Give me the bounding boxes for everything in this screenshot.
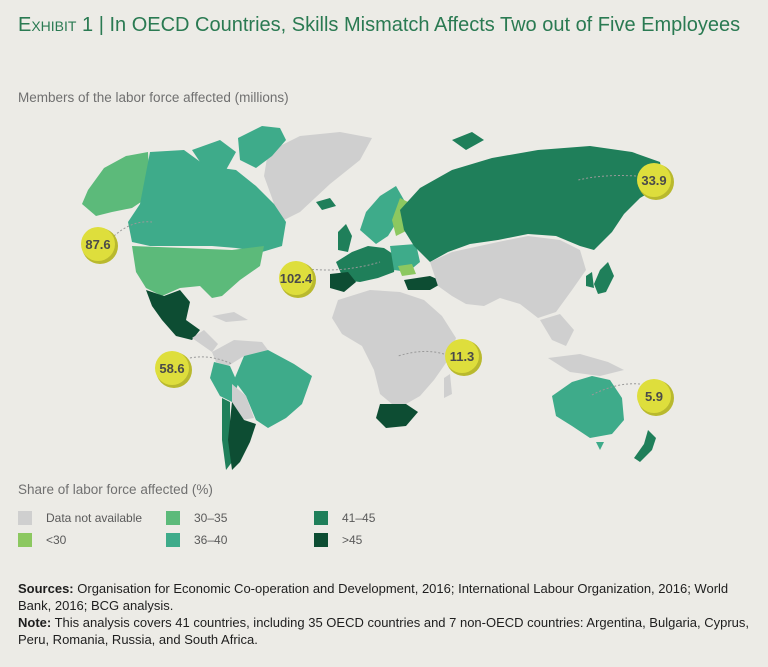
- callout-north-america: 87.6: [81, 227, 118, 264]
- callout-latin-america: 58.6: [155, 351, 192, 388]
- region-usa: [132, 246, 264, 298]
- legend-label-41-45: 41–45: [342, 511, 376, 525]
- callout-value-north-america: 87.6: [85, 237, 110, 252]
- legend-title: Share of labor force affected (%): [18, 482, 213, 497]
- region-madagascar: [444, 374, 452, 398]
- region-argentina: [228, 402, 256, 470]
- legend-item-30-35: 30–35: [166, 511, 227, 525]
- world-map: 87.6 102.4 33.9 58.6 11.3 5.9: [81, 126, 674, 470]
- region-canada: [128, 150, 286, 252]
- legend-item-41-45: 41–45: [314, 511, 375, 525]
- legend-swatch-over-45: [314, 533, 328, 547]
- sources-label: Sources:: [18, 581, 74, 596]
- region-romania: [398, 264, 416, 276]
- callout-line-latin-america: [189, 356, 233, 365]
- callout-russia: 33.9: [637, 163, 674, 200]
- legend-swatch-41-45: [314, 511, 328, 525]
- region-alaska: [82, 152, 150, 216]
- source-notes: Sources: Organisation for Economic Co-op…: [18, 580, 753, 648]
- region-scandinavia: [360, 186, 404, 244]
- map-subtitle: Members of the labor force affected (mil…: [18, 90, 289, 105]
- legend-label-under-30: <30: [46, 533, 67, 547]
- region-greenland: [264, 132, 372, 222]
- region-south-africa: [376, 404, 418, 428]
- region-peru: [210, 362, 238, 402]
- legend-swatch-30-35: [166, 511, 180, 525]
- region-baffin: [192, 140, 236, 170]
- region-central-america: [192, 330, 218, 352]
- region-new-zealand: [634, 430, 656, 462]
- callout-value-south-africa: 11.3: [450, 349, 475, 364]
- legend: Data not available <30 30–35 36–40 41–45…: [18, 511, 758, 551]
- region-southeast-asia: [540, 314, 574, 346]
- legend-swatch-under-30: [18, 533, 32, 547]
- callout-oceania: 5.9: [637, 379, 674, 416]
- region-tasmania: [596, 442, 604, 450]
- legend-label-over-45: >45: [342, 533, 363, 547]
- exhibit-label: Exhibit 1: [18, 14, 94, 36]
- region-korea: [586, 272, 594, 288]
- note-line: Note: This analysis covers 41 countries,…: [18, 614, 753, 648]
- region-africa: [332, 290, 456, 404]
- region-iberia: [330, 272, 356, 292]
- note-text: This analysis covers 41 countries, inclu…: [18, 615, 750, 647]
- callout-line-north-america: [113, 221, 153, 237]
- legend-label-30-35: 30–35: [194, 511, 228, 525]
- region-mexico: [146, 290, 200, 340]
- region-caribbean: [212, 312, 248, 322]
- legend-label-no-data: Data not available: [46, 511, 143, 525]
- chart-title: Exhibit 1 | In OECD Countries, Skills Mi…: [18, 12, 748, 38]
- callout-value-latin-america: 58.6: [159, 361, 184, 376]
- legend-item-36-40: 36–40: [166, 533, 227, 547]
- legend-label-36-40: 36–40: [194, 533, 228, 547]
- callout-value-europe: 102.4: [280, 271, 313, 286]
- region-turkey: [404, 276, 444, 290]
- title-text: In OECD Countries, Skills Mismatch Affec…: [109, 14, 741, 36]
- legend-swatch-no-data: [18, 511, 32, 525]
- note-label: Note:: [18, 615, 52, 630]
- sources-line: Sources: Organisation for Economic Co-op…: [18, 580, 753, 614]
- callout-line-south-africa: [397, 350, 445, 357]
- region-iceland: [316, 198, 336, 210]
- legend-swatch-36-40: [166, 533, 180, 547]
- title-separator: |: [98, 14, 104, 36]
- region-south-america-north: [212, 340, 268, 366]
- callout-value-oceania: 5.9: [645, 389, 663, 404]
- region-indonesia: [548, 354, 624, 376]
- region-uk: [338, 224, 352, 252]
- region-russia: [400, 146, 664, 262]
- callout-value-russia: 33.9: [641, 173, 666, 188]
- region-brazil: [234, 350, 312, 428]
- sources-text: Organisation for Economic Co-operation a…: [18, 581, 729, 613]
- region-central-asia: [430, 236, 586, 318]
- callout-south-africa: 11.3: [445, 339, 482, 376]
- legend-item-over-45: >45: [314, 533, 362, 547]
- callout-europe: 102.4: [279, 261, 316, 298]
- region-japan: [594, 262, 614, 294]
- region-arctic-canada: [238, 126, 286, 168]
- callout-line-oceania: [589, 383, 641, 397]
- region-chile: [222, 398, 232, 470]
- legend-item-under-30: <30: [18, 533, 66, 547]
- region-russia-islands: [452, 132, 484, 150]
- legend-item-no-data: Data not available: [18, 511, 142, 525]
- region-australia: [552, 376, 624, 438]
- region-western-europe: [336, 246, 396, 282]
- region-eastern-europe: [390, 244, 420, 272]
- callout-line-russia: [577, 175, 637, 181]
